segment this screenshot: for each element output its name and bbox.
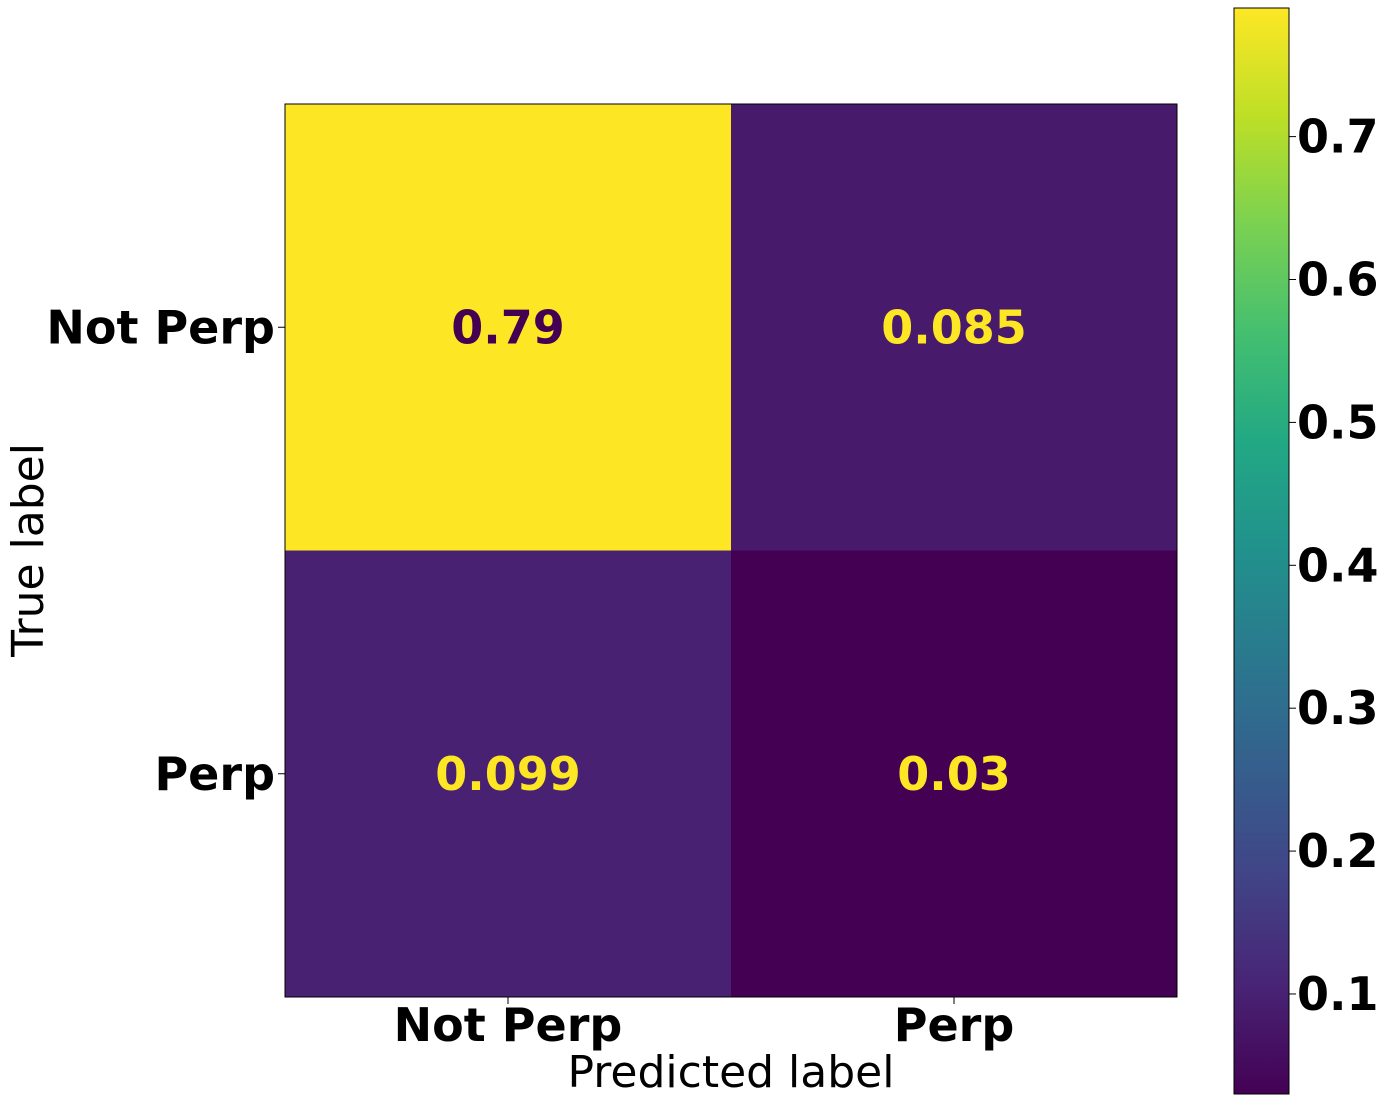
y-tick-label: Perp [154,747,275,801]
x-tick-label: Not Perp [394,998,623,1052]
colorbar-tick-label: 0.7 [1297,110,1379,164]
colorbar [1233,7,1290,1095]
colorbar-ticks: 0.1 0.2 0.3 0.4 0.5 0.6 0.7 [1289,110,1379,1021]
plot-frame [284,103,1178,998]
matrix-cell-value-1-0: 0.099 [435,747,581,801]
x-axis-ticks: Not Perp Perp [394,997,1015,1052]
matrix-cell-1-0 [285,550,731,997]
matrix-cells [285,104,1177,997]
matrix-cell-value-1-1: 0.03 [897,747,1011,801]
matrix-cell-0-1 [731,104,1177,551]
matrix-cell-0-0 [285,104,731,551]
matrix-cell-labels: 0.79 0.085 0.099 0.03 [435,300,1027,801]
y-axis-label: True label [3,443,54,658]
x-tick-label: Perp [894,998,1015,1052]
colorbar-tick-label: 0.5 [1297,395,1379,449]
colorbar-tick-label: 0.3 [1297,681,1379,735]
colorbar-tick-label: 0.1 [1297,967,1379,1021]
colorbar-tick-label: 0.6 [1297,253,1379,307]
matrix-cell-1-1 [731,550,1177,997]
y-tick-label: Not Perp [46,300,275,354]
y-axis-ticks: Not Perp Perp [46,300,285,801]
matrix-cell-value-0-1: 0.085 [881,300,1027,354]
colorbar-tick-label: 0.2 [1297,824,1379,878]
matrix-cell-value-0-0: 0.79 [451,300,565,354]
x-axis-label: Predicted label [568,1047,895,1098]
colorbar-tick-label: 0.4 [1297,538,1379,592]
